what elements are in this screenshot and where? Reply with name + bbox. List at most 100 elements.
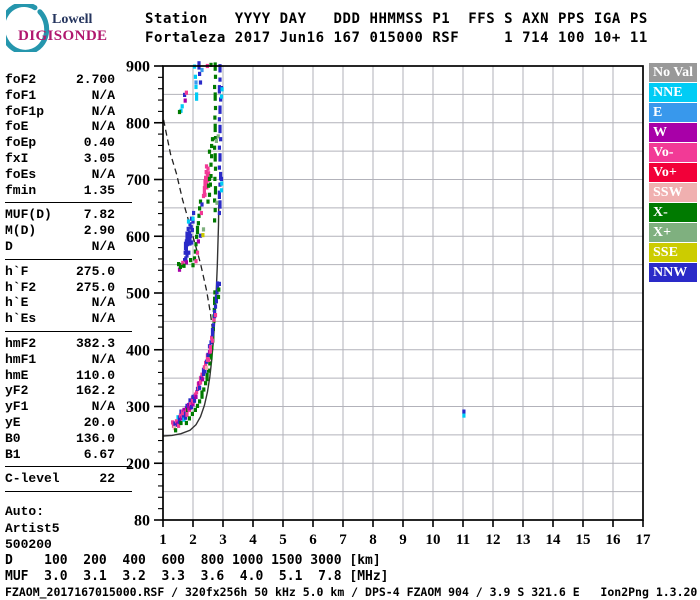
param-label: fmin xyxy=(5,182,37,198)
echo-point xyxy=(205,353,209,362)
x-tick-label: 15 xyxy=(576,532,591,548)
param-label: h`E xyxy=(5,295,29,311)
y-tick-label: 500 xyxy=(126,286,150,303)
x-tick-label: 11 xyxy=(456,532,470,548)
echo-point xyxy=(213,84,217,90)
echo-point xyxy=(207,171,211,176)
y-tick-label: 300 xyxy=(126,399,150,416)
echo-point xyxy=(172,426,176,431)
echo-point xyxy=(215,290,219,295)
header-values: Fortaleza 2017 Jun16 167 015000 RSF 1 71… xyxy=(145,30,648,46)
echo-point xyxy=(184,90,188,95)
echo-point xyxy=(200,67,204,73)
echo-point xyxy=(200,202,204,207)
echo-point xyxy=(210,143,214,149)
param-label: fxI xyxy=(5,150,29,166)
echo-point xyxy=(205,171,209,181)
param-label: foF2 xyxy=(5,72,37,87)
echo-point xyxy=(195,403,200,408)
echo-point xyxy=(213,166,218,171)
echo-point xyxy=(209,351,213,360)
echo-point xyxy=(217,145,221,150)
echo-point xyxy=(197,213,201,218)
echo-point xyxy=(191,219,195,224)
echo-point xyxy=(184,239,188,244)
echo-point xyxy=(215,200,219,205)
echo-point xyxy=(202,387,206,392)
echo-point xyxy=(177,423,181,428)
echo-point xyxy=(178,413,182,418)
x-tick-label: 17 xyxy=(636,532,652,548)
echo-point xyxy=(180,409,185,419)
echo-point xyxy=(204,381,208,386)
echo-point xyxy=(194,84,198,90)
status-line: FZAOM_2017167015000.RSF / 320fx256h 50 k… xyxy=(5,585,698,599)
echo-point xyxy=(213,176,217,181)
legend-item-sse: SSE xyxy=(649,243,697,262)
echo-point xyxy=(184,256,188,261)
echo-point xyxy=(219,137,223,142)
param-value: N/A xyxy=(91,166,115,182)
dashed-extrapolation-line xyxy=(162,119,215,343)
param-row-d: D N/A xyxy=(5,239,115,255)
echo-point xyxy=(194,259,198,264)
legend-item-vo+: Vo+ xyxy=(649,163,697,182)
echo-point xyxy=(190,240,194,245)
param-row-b0: B0 136.0 xyxy=(5,431,115,447)
echo-point xyxy=(210,137,215,142)
echo-point xyxy=(202,186,206,195)
echo-point xyxy=(213,313,218,318)
echo-point xyxy=(187,230,191,235)
echo-point xyxy=(204,365,209,370)
param-value: 3.05 xyxy=(83,150,115,166)
param-row-fmin: fmin 1.35 xyxy=(5,183,115,199)
echo-point xyxy=(216,294,221,300)
echo-point xyxy=(218,105,222,114)
x-tick-label: 2 xyxy=(189,532,197,548)
echo-point xyxy=(189,233,193,238)
echo-point xyxy=(219,176,224,181)
echo-point xyxy=(205,372,209,382)
echo-point xyxy=(462,413,466,418)
param-label: hmF2 xyxy=(5,335,37,351)
param-row-foes: foEs N/A xyxy=(5,167,115,183)
echo-point xyxy=(194,242,198,247)
echo-point xyxy=(177,262,181,267)
param-label: hmE xyxy=(5,367,29,383)
param-label: C-level xyxy=(5,471,60,487)
x-tick-label: 10 xyxy=(426,532,441,548)
legend-item-nne: NNE xyxy=(649,83,697,102)
echo-point xyxy=(205,185,209,190)
y-tick-label: 200 xyxy=(126,456,150,473)
echo-point xyxy=(217,165,221,170)
echo-point xyxy=(195,390,199,395)
param-label: yF1 xyxy=(5,399,29,415)
param-label: yE xyxy=(5,414,21,430)
legend-item-e: E xyxy=(649,103,697,122)
echo-point xyxy=(192,256,197,261)
echo-point xyxy=(199,210,203,216)
echo-point xyxy=(220,181,224,186)
echo-point xyxy=(177,415,182,424)
echo-point xyxy=(189,402,193,407)
param-row-mufd: MUF(D) 7.82 xyxy=(5,207,115,223)
echo-point xyxy=(200,390,204,399)
echo-point xyxy=(193,407,197,412)
param-value: 110.0 xyxy=(75,367,115,383)
param-value: 1.35 xyxy=(83,182,115,198)
measurement-header: Station YYYY DAY DDD HHMMSS P1 FFS S AXN… xyxy=(145,10,648,48)
scaled-parameters-panel: foF2 2.700 foF1 N/A foF1p N/A foE N/A foEp 0.40 fx… xyxy=(5,72,133,554)
echo-point xyxy=(189,405,194,410)
echo-point xyxy=(216,134,220,139)
param-value: 2.700 xyxy=(75,72,115,87)
param-label: B0 xyxy=(5,430,21,446)
param-value: N/A xyxy=(91,238,115,254)
param-label: foE xyxy=(5,119,29,135)
echo-point xyxy=(209,174,213,179)
echo-point xyxy=(209,162,213,167)
echo-point xyxy=(187,250,191,255)
param-value: 275.0 xyxy=(75,263,115,279)
echo-point xyxy=(220,87,224,92)
echo-point xyxy=(190,411,194,416)
param-value: 22 xyxy=(99,471,115,487)
